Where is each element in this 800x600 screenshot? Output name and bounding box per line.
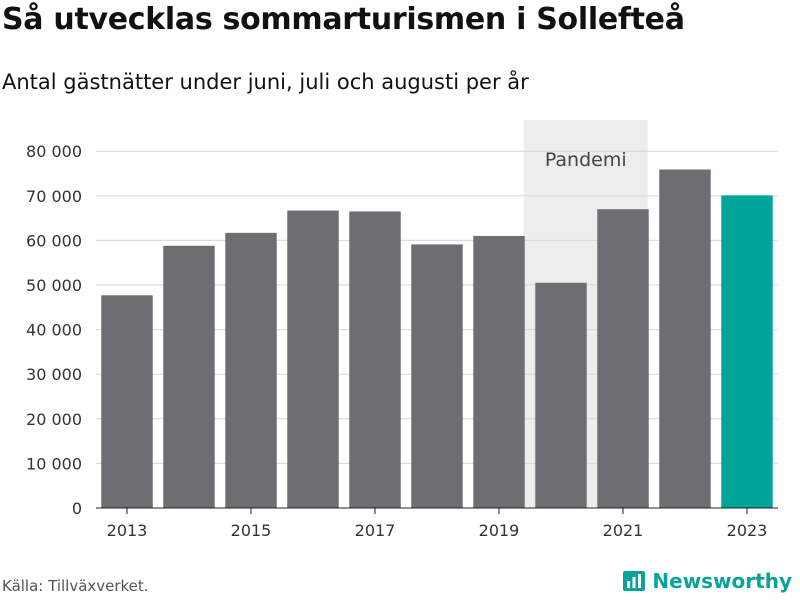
bar-2015 xyxy=(225,232,277,508)
x-tick-label: 2015 xyxy=(231,521,272,540)
x-tick-label: 2021 xyxy=(603,521,644,540)
source-note: Källa: Tillväxverket. xyxy=(2,577,149,595)
y-tick-label: 80 000 xyxy=(26,142,82,161)
y-tick-label: 0 xyxy=(72,499,82,518)
y-tick-label: 40 000 xyxy=(26,321,82,340)
bar-2013 xyxy=(101,295,153,508)
bar-2020 xyxy=(535,282,587,508)
bar-2019 xyxy=(473,235,525,508)
chart-subtitle: Antal gästnätter under juni, juli och au… xyxy=(2,70,529,94)
bar-2017 xyxy=(349,211,401,508)
brand-name: Newsworthy xyxy=(652,569,792,593)
annotation-label: Pandemi xyxy=(545,149,627,171)
x-tick-label: 2023 xyxy=(727,521,768,540)
y-tick-label: 60 000 xyxy=(26,231,82,250)
bar-2014 xyxy=(163,245,215,509)
bar-2021 xyxy=(597,209,649,508)
x-tick-label: 2019 xyxy=(479,521,520,540)
chart-title: Så utvecklas sommarturismen i Sollefteå xyxy=(2,2,685,37)
y-tick-label: 70 000 xyxy=(26,187,82,206)
bar-2016 xyxy=(287,210,339,508)
bar-2023 xyxy=(721,195,773,508)
brand-logo: Newsworthy xyxy=(622,568,792,594)
bar-chart: 0 10 000 20 000 30 000 40 000 50 000 60 000 70 … xyxy=(26,120,778,540)
bar-2018 xyxy=(411,244,463,508)
y-tick-label: 20 000 xyxy=(26,410,82,429)
y-tick-label: 10 000 xyxy=(26,454,82,473)
y-tick-label: 50 000 xyxy=(26,276,82,295)
x-tick-label: 2013 xyxy=(107,521,148,540)
bar-2022 xyxy=(659,169,711,508)
x-tick-label: 2017 xyxy=(355,521,396,540)
bar-chart-logo-icon xyxy=(623,571,646,591)
y-tick-label: 30 000 xyxy=(26,365,82,384)
